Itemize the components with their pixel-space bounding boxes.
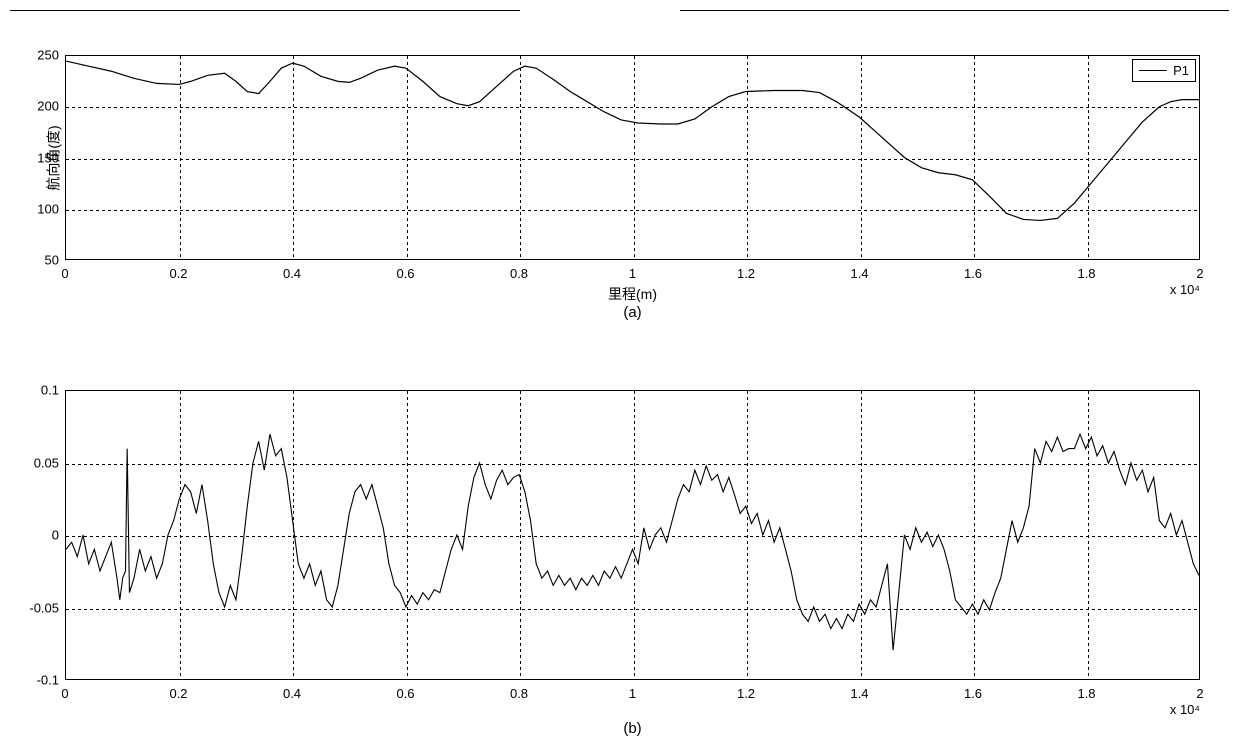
xtick-label: 2 xyxy=(1196,266,1203,281)
xtick-label: 0 xyxy=(61,686,68,701)
ytick-label: 0 xyxy=(52,528,59,543)
xtick-label: 1.2 xyxy=(737,266,755,281)
gridline-v xyxy=(180,56,181,259)
gridline-h xyxy=(66,464,1199,465)
top-rule-right xyxy=(680,10,1229,11)
xtick-label: 0.8 xyxy=(510,266,528,281)
gridline-v xyxy=(1088,56,1089,259)
chart-b-exponent: x 10⁴ xyxy=(1170,702,1200,717)
xtick-label: 1.4 xyxy=(850,266,868,281)
xtick-label: 1 xyxy=(629,266,636,281)
gridline-v xyxy=(634,391,635,679)
figure: P1 航向角(度) 里程(m) x 10⁴ (a) 50100150200250… xyxy=(10,10,1229,743)
gridline-v xyxy=(1088,391,1089,679)
ytick-label: 0.05 xyxy=(34,455,59,470)
gridline-v xyxy=(180,391,181,679)
chart-b-plot-area xyxy=(65,390,1200,680)
ytick-label: 100 xyxy=(37,201,59,216)
xtick-label: 1.6 xyxy=(964,686,982,701)
gridline-h xyxy=(66,210,1199,211)
ytick-label: 50 xyxy=(45,253,59,268)
gridline-v xyxy=(634,56,635,259)
ytick-label: 200 xyxy=(37,99,59,114)
xtick-label: 0.8 xyxy=(510,686,528,701)
gridline-v xyxy=(293,391,294,679)
gridline-v xyxy=(861,56,862,259)
xtick-label: 0.6 xyxy=(396,266,414,281)
chart-a-caption: (a) xyxy=(623,304,641,321)
xtick-label: 1.4 xyxy=(850,686,868,701)
chart-a-line xyxy=(66,56,1199,259)
top-rule-group xyxy=(10,10,1229,20)
ytick-label: -0.1 xyxy=(37,673,59,688)
xtick-label: 0.2 xyxy=(169,686,187,701)
gridline-h xyxy=(66,159,1199,160)
gridline-v xyxy=(974,391,975,679)
ytick-label: -0.05 xyxy=(29,600,59,615)
chart-a-xlabel: 里程(m) xyxy=(608,284,657,304)
ytick-label: 250 xyxy=(37,48,59,63)
xtick-label: 0.4 xyxy=(283,266,301,281)
legend-line-icon xyxy=(1139,70,1167,71)
gridline-v xyxy=(747,56,748,259)
gridline-v xyxy=(861,391,862,679)
ytick-label: 150 xyxy=(37,150,59,165)
gridline-h xyxy=(66,536,1199,537)
xtick-label: 1 xyxy=(629,686,636,701)
gridline-v xyxy=(520,391,521,679)
xtick-label: 0 xyxy=(61,266,68,281)
xtick-label: 0.4 xyxy=(283,686,301,701)
gridline-v xyxy=(407,56,408,259)
chart-b-line xyxy=(66,391,1199,679)
gridline-v xyxy=(974,56,975,259)
gridline-v xyxy=(520,56,521,259)
gridline-h xyxy=(66,107,1199,108)
chart-a-plot-area: P1 xyxy=(65,55,1200,260)
gridline-h xyxy=(66,609,1199,610)
top-rule-left xyxy=(10,10,520,11)
chart-a-legend: P1 xyxy=(1132,59,1196,82)
chart-a: P1 航向角(度) 里程(m) x 10⁴ (a) 50100150200250… xyxy=(65,55,1200,260)
gridline-v xyxy=(407,391,408,679)
xtick-label: 1.2 xyxy=(737,686,755,701)
chart-b: x 10⁴ (b) -0.1-0.0500.050.100.20.40.60.8… xyxy=(65,390,1200,680)
gridline-v xyxy=(293,56,294,259)
xtick-label: 1.6 xyxy=(964,266,982,281)
ytick-label: 0.1 xyxy=(41,383,59,398)
legend-label: P1 xyxy=(1173,63,1189,78)
chart-b-caption: (b) xyxy=(623,720,641,737)
xtick-label: 0.6 xyxy=(396,686,414,701)
chart-a-exponent: x 10⁴ xyxy=(1170,282,1200,297)
xtick-label: 2 xyxy=(1196,686,1203,701)
gridline-v xyxy=(747,391,748,679)
xtick-label: 1.8 xyxy=(1077,266,1095,281)
xtick-label: 0.2 xyxy=(169,266,187,281)
xtick-label: 1.8 xyxy=(1077,686,1095,701)
